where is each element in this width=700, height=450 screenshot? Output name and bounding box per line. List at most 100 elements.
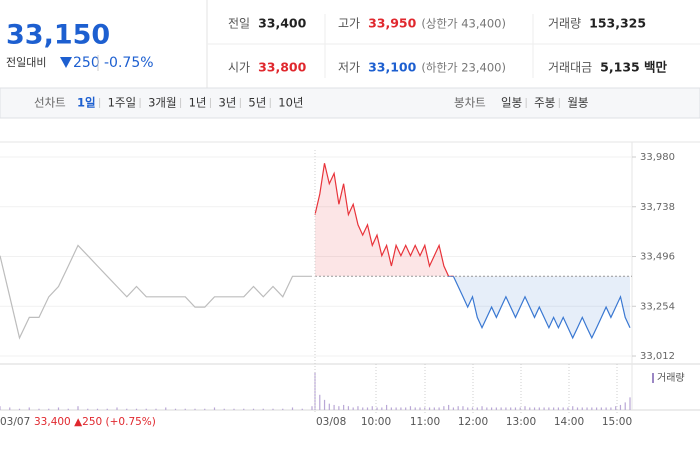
volume-bar [467, 407, 469, 410]
volume-bar [409, 406, 412, 410]
period-tab[interactable]: 5년 [248, 96, 266, 110]
volume-bar [567, 407, 569, 410]
volume-bar [96, 408, 99, 410]
volume-bar [514, 407, 517, 410]
volume-bar [581, 407, 583, 410]
volume-bar [0, 406, 1, 410]
volume-bar [490, 407, 493, 410]
volume-bar [595, 407, 598, 410]
line-chart-label: 선차트 [34, 96, 66, 110]
volume-bar [252, 408, 255, 410]
volume-bar [390, 407, 392, 410]
volume-bar [323, 399, 326, 410]
line-below [447, 276, 631, 340]
volume-bar [615, 406, 617, 410]
volume-bar [553, 407, 555, 410]
stat-value: 153,325 [589, 16, 646, 31]
volume-bar [600, 407, 602, 410]
stat-value: 5,135 백만 [600, 60, 667, 75]
volume-bar [57, 407, 60, 410]
volume-bar [428, 407, 431, 410]
candle-tab[interactable]: 주봉 [534, 96, 555, 110]
volume-bar [405, 407, 407, 410]
volume-bar [38, 408, 40, 410]
volume-bar [610, 407, 612, 410]
price: 33,150 [6, 20, 110, 51]
volume-bar [629, 397, 631, 410]
prev-day-note: 33,400 ▲250 (+0.75%) [34, 416, 156, 428]
volume-bar [524, 406, 526, 410]
stat-value: 33,400 [258, 16, 307, 31]
volume-bar [106, 408, 108, 410]
volume-bar [586, 407, 588, 410]
candle-tab[interactable]: 일봉 [501, 96, 522, 110]
x-tick-label: 15:00 [602, 416, 632, 428]
volume-icon [652, 373, 654, 383]
x-tick-label: 03/08 [316, 416, 346, 428]
volume-bar [9, 407, 11, 410]
period-tab[interactable]: 10년 [278, 96, 303, 110]
volume-bar [529, 407, 531, 410]
stat-note: (하한가 23,400) [421, 61, 506, 75]
volume-bar [443, 406, 445, 410]
volume-bar [291, 407, 294, 410]
y-tick-label: 33,980 [640, 152, 675, 163]
volume-bar [77, 406, 79, 410]
volume-bar [28, 407, 30, 410]
volume-bar [495, 407, 497, 410]
volume-bar [624, 402, 626, 410]
volume-bar [543, 407, 545, 410]
volume-bar [194, 408, 196, 410]
volume-bar [165, 407, 167, 410]
volume-bar [452, 407, 455, 410]
stat-label: 시가 [228, 61, 250, 75]
volume-bar [519, 407, 521, 410]
volume-bar [311, 406, 313, 410]
period-tab[interactable]: 1년 [189, 96, 207, 110]
stat-label: 거래대금 [548, 61, 592, 75]
volume-bar [347, 406, 350, 410]
x-tick-label: 03/07 [0, 416, 30, 428]
volume-bar [338, 406, 340, 410]
stat-label: 저가 [338, 61, 360, 75]
volume-bar [174, 408, 177, 410]
volume-bar [576, 407, 579, 410]
change-label: 전일대비 [6, 55, 46, 69]
line [0, 244, 312, 340]
volume-bar [282, 408, 284, 410]
y-tick-label: 33,496 [640, 252, 675, 263]
candle-chart-label: 봉차트 [454, 96, 486, 110]
volume-bar [438, 407, 440, 410]
volume-bar [476, 407, 478, 410]
volume-bar [381, 407, 383, 410]
volume-bar [233, 408, 235, 410]
volume-bar [419, 407, 421, 410]
y-tick-label: 33,012 [640, 351, 675, 362]
volume-bar [135, 408, 138, 410]
volume-bar [352, 407, 354, 410]
volume-bar [462, 406, 464, 410]
volume-bar [538, 407, 540, 410]
candle-tab[interactable]: 월봉 [567, 96, 588, 110]
x-tick-label: 13:00 [506, 416, 536, 428]
stat-note: (상한가 43,400) [421, 17, 506, 31]
x-tick-label: 11:00 [410, 416, 440, 428]
volume-bar [448, 404, 450, 410]
volume-bar [619, 404, 622, 410]
volume-bar [155, 408, 157, 410]
period-tab[interactable]: 1주일 [108, 96, 136, 110]
period-tab[interactable]: 3년 [218, 96, 236, 110]
tab-bar [0, 87, 700, 119]
volume-bar [343, 404, 345, 410]
volume-bar [533, 407, 536, 410]
x-tick-label: 12:00 [458, 416, 488, 428]
volume-bar [362, 407, 364, 410]
volume-bar [48, 408, 50, 410]
period-tab[interactable]: 3개월 [148, 96, 176, 110]
volume-bar [18, 408, 21, 410]
period-tab[interactable]: 1일 [77, 96, 96, 110]
stat-value: 33,100 [368, 60, 417, 75]
volume-bar [505, 407, 507, 410]
stat-label: 전일 [228, 17, 250, 31]
